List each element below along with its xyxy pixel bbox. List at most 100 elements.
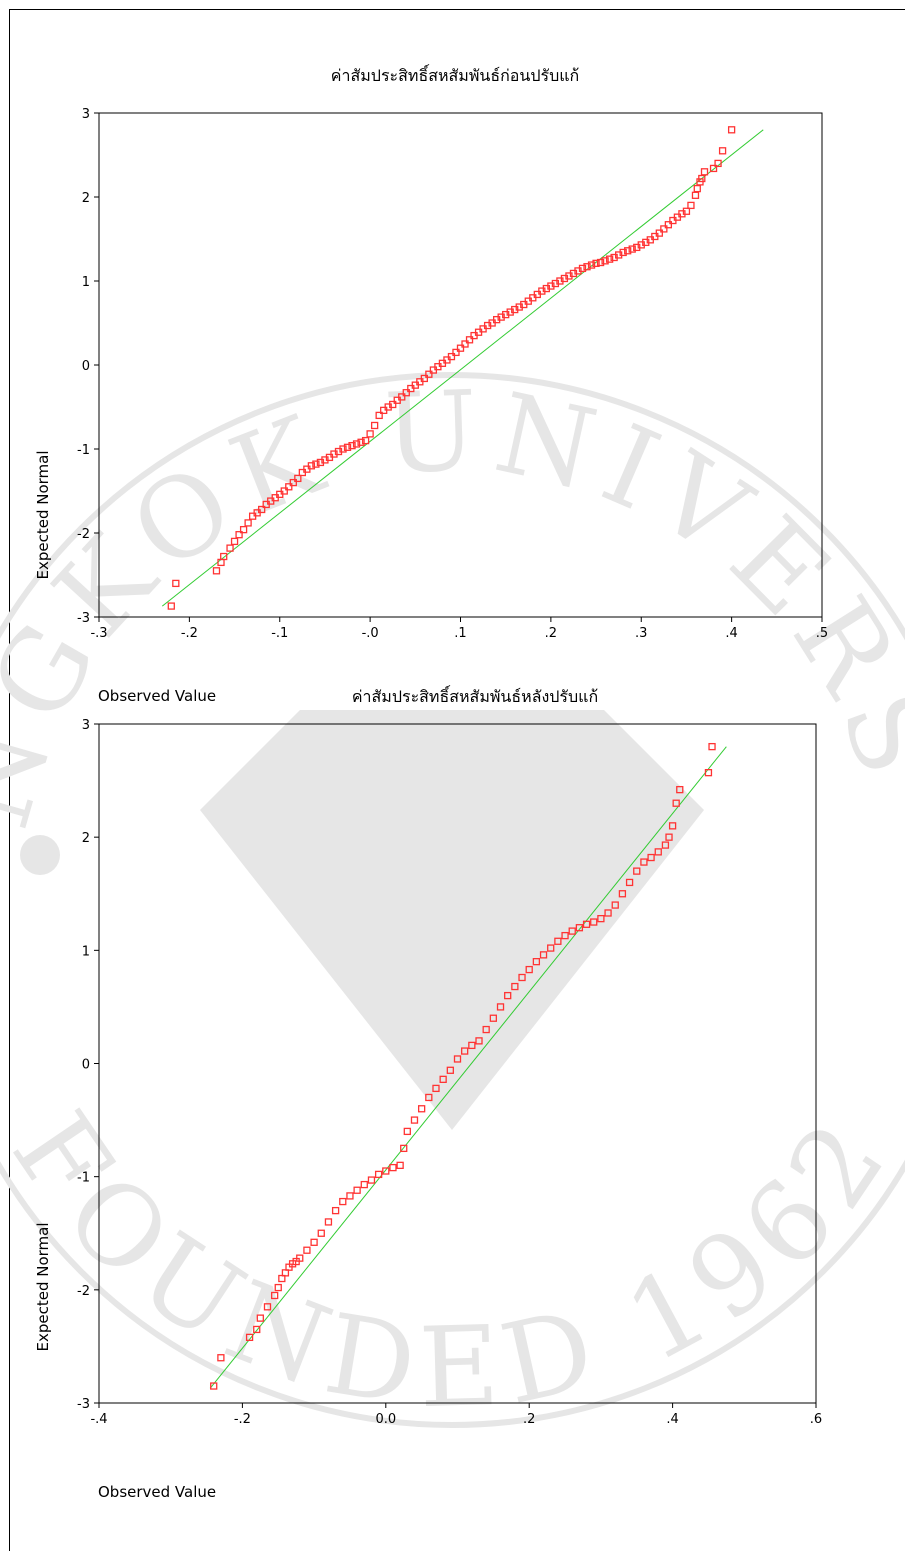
data-point xyxy=(654,848,662,856)
data-point xyxy=(496,1003,505,1011)
data-point xyxy=(532,958,541,966)
data-point xyxy=(235,531,243,539)
data-point xyxy=(280,487,288,495)
y-tick-label: -2 xyxy=(77,527,90,542)
data-point xyxy=(439,1075,447,1083)
data-point xyxy=(691,191,700,199)
y-tick-label: -1 xyxy=(77,443,90,458)
data-point xyxy=(596,258,605,267)
x-tick-label: .4 xyxy=(666,1412,678,1427)
data-point xyxy=(718,147,727,155)
page-frame-top xyxy=(9,9,905,10)
data-point xyxy=(226,544,234,552)
data-point xyxy=(239,525,248,534)
chart-title: ค่าสัมประสิทธิ์สหสัมพันธ์หลังปรับแก้ xyxy=(352,685,598,706)
reference-line xyxy=(209,746,727,1389)
y-tick-label: 1 xyxy=(82,275,90,290)
data-point xyxy=(375,411,383,420)
y-tick-label: -3 xyxy=(77,1397,90,1412)
y-tick-label: 2 xyxy=(82,191,90,206)
data-point xyxy=(339,1197,347,1206)
data-point xyxy=(374,1170,383,1179)
data-point xyxy=(578,264,587,273)
data-point xyxy=(398,393,406,401)
data-point xyxy=(453,1055,462,1063)
data-point xyxy=(633,867,641,875)
x-tick-label: .4 xyxy=(725,626,737,641)
data-point xyxy=(307,462,316,470)
data-point xyxy=(343,443,352,451)
data-point xyxy=(647,853,655,862)
data-point xyxy=(561,931,569,940)
data-point xyxy=(303,1246,311,1254)
data-point xyxy=(331,1206,340,1215)
data-point xyxy=(456,344,465,352)
x-tick-label: -.1 xyxy=(271,626,288,641)
y-tick-label: 0 xyxy=(82,359,90,374)
data-point xyxy=(294,474,302,483)
data-point xyxy=(592,259,600,268)
data-point xyxy=(628,245,636,253)
data-point xyxy=(605,255,614,263)
x-axis-label: Observed Value xyxy=(98,1483,216,1501)
y-tick-label: -1 xyxy=(77,1171,90,1186)
data-point xyxy=(489,1014,498,1022)
data-point xyxy=(217,1354,225,1362)
x-tick-label: .2 xyxy=(545,626,557,641)
data-point xyxy=(475,1037,483,1045)
data-point xyxy=(611,901,619,909)
data-point xyxy=(482,1025,490,1034)
data-point xyxy=(339,445,347,453)
plot-frame xyxy=(98,112,823,618)
data-point xyxy=(693,184,701,193)
data-point xyxy=(172,579,180,588)
data-point xyxy=(403,1127,411,1136)
data-point xyxy=(245,1333,254,1342)
y-tick-label: 0 xyxy=(82,1058,90,1073)
x-tick-label: .1 xyxy=(454,626,466,641)
data-point xyxy=(432,1084,440,1093)
y-tick-label: -2 xyxy=(77,1284,90,1299)
x-axis-label: Observed Value xyxy=(98,687,216,705)
y-tick-label: -3 xyxy=(77,611,90,626)
data-point xyxy=(660,225,668,233)
data-point xyxy=(601,257,609,265)
data-point xyxy=(452,348,460,357)
data-point xyxy=(417,1105,426,1113)
y-tick-label: 2 xyxy=(82,831,90,846)
data-point xyxy=(285,483,293,491)
data-point xyxy=(655,229,663,237)
data-point xyxy=(348,441,356,450)
data-point xyxy=(668,822,677,830)
data-point xyxy=(518,973,526,982)
y-tick-label: 3 xyxy=(82,107,90,122)
data-point xyxy=(382,1167,390,1175)
data-point xyxy=(274,1283,282,1292)
data-point xyxy=(597,914,605,923)
data-point xyxy=(604,909,612,917)
data-point xyxy=(352,440,361,448)
data-point xyxy=(568,927,576,935)
x-tick-label: -.3 xyxy=(90,626,107,641)
data-point xyxy=(425,1093,433,1102)
data-point xyxy=(672,799,680,807)
data-point xyxy=(624,247,632,255)
data-point xyxy=(682,207,691,215)
data-point xyxy=(661,841,670,849)
data-point xyxy=(256,1314,264,1322)
x-tick-label: .5 xyxy=(816,626,828,641)
data-point xyxy=(700,168,709,176)
data-point xyxy=(618,890,627,898)
data-point xyxy=(539,951,548,959)
data-point xyxy=(687,201,695,210)
data-point xyxy=(296,1254,304,1262)
y-axis-label: Expected Normal xyxy=(34,1222,52,1351)
data-point xyxy=(212,567,221,575)
x-tick-label: 0.0 xyxy=(375,1412,396,1427)
data-point xyxy=(346,1192,354,1200)
chart-title: ค่าสัมประสิทธิ์สหสัมพันธ์ก่อนปรับแก้ xyxy=(331,64,579,85)
data-point xyxy=(353,1186,361,1194)
data-point xyxy=(410,1116,419,1124)
